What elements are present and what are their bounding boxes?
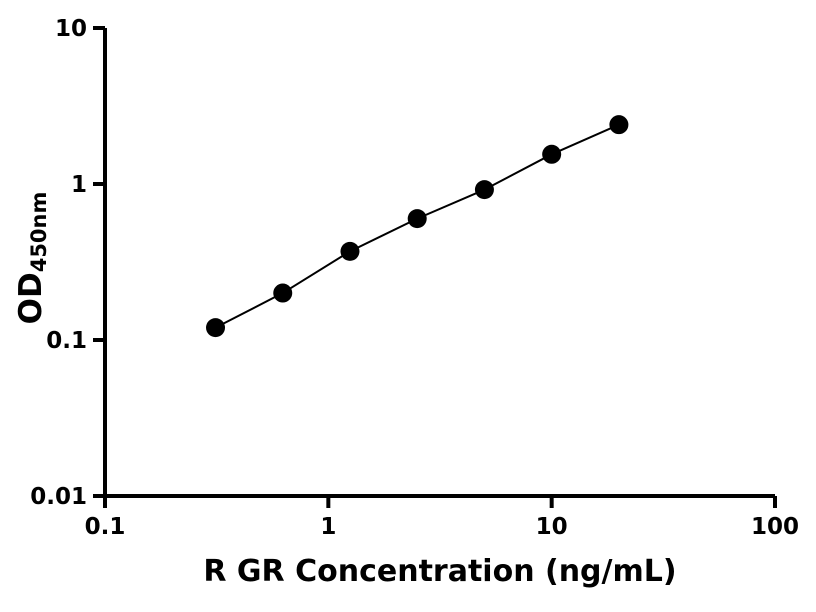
y-tick-label: 10 [55, 16, 87, 42]
y-axis-title: OD450nm [13, 192, 51, 325]
y-tick-label: 1 [71, 172, 87, 198]
data-point [474, 180, 494, 200]
data-point [407, 209, 427, 229]
x-axis-title: R GR Concentration (ng/mL) [203, 554, 677, 589]
x-tick-label: 10 [536, 514, 568, 540]
x-tick-label: 100 [751, 514, 799, 540]
data-point [206, 318, 226, 338]
axes [103, 28, 775, 498]
x-tick-label: 0.1 [85, 514, 126, 540]
data-point [273, 283, 293, 303]
data-point [542, 144, 562, 164]
data-point [340, 241, 360, 261]
y-axis-title-sub: 450nm [27, 191, 51, 273]
y-tick-label: 0.1 [46, 328, 87, 354]
x-tick-label: 1 [320, 514, 336, 540]
data-point [609, 115, 629, 135]
y-axis-title-main: OD [13, 272, 49, 325]
y-tick-label: 0.01 [30, 484, 87, 510]
